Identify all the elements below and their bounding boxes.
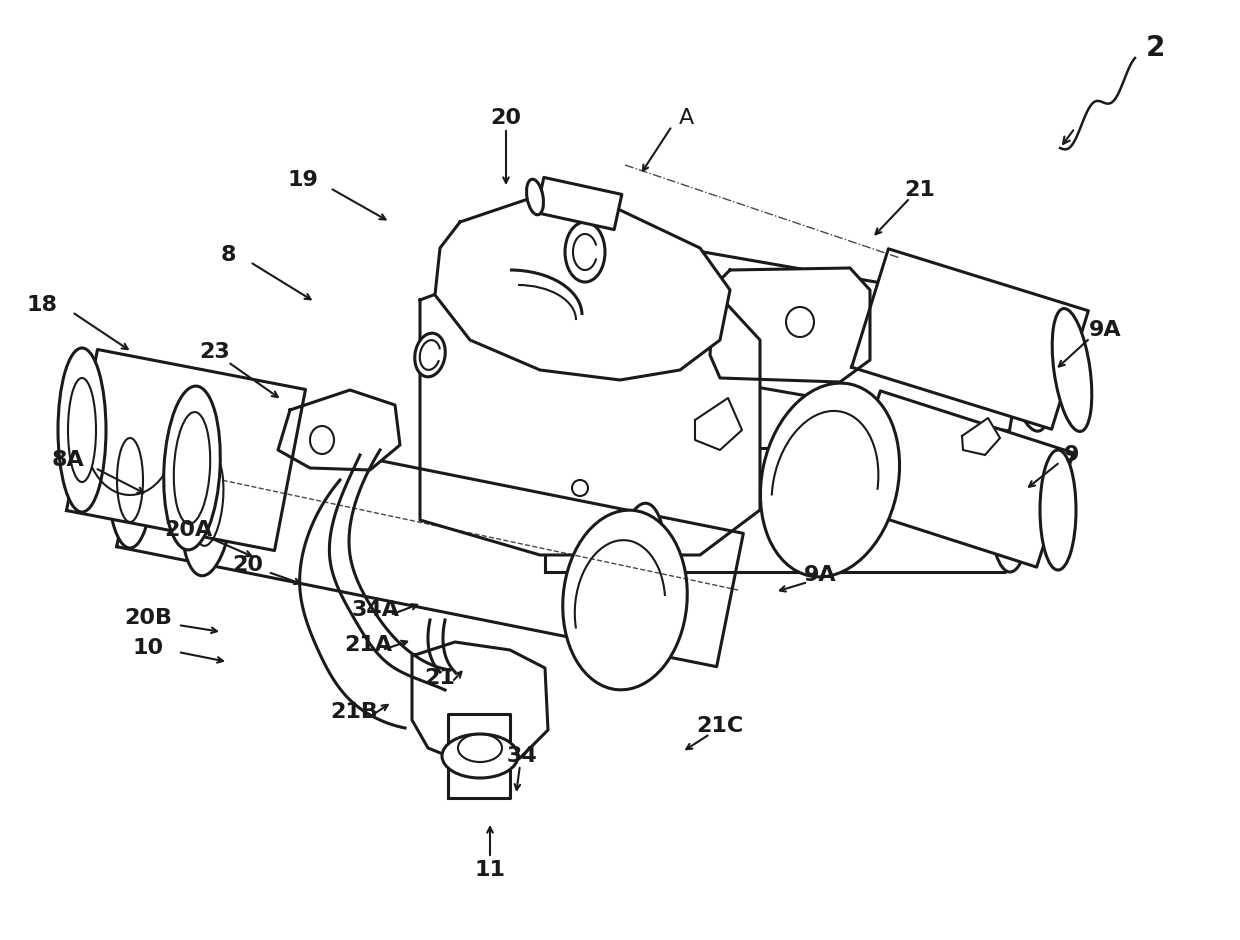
Text: 9A: 9A (804, 565, 836, 585)
Polygon shape (448, 714, 510, 798)
Polygon shape (694, 398, 742, 450)
Text: 21A: 21A (343, 635, 392, 655)
Ellipse shape (572, 480, 588, 496)
Text: 23: 23 (200, 342, 231, 362)
Ellipse shape (164, 386, 221, 550)
Polygon shape (843, 391, 1074, 567)
Text: 8A: 8A (52, 450, 84, 470)
Text: 11: 11 (475, 860, 506, 880)
Polygon shape (546, 448, 1004, 572)
Ellipse shape (563, 510, 687, 690)
Text: 21: 21 (904, 180, 935, 200)
Ellipse shape (68, 378, 95, 482)
Ellipse shape (990, 448, 1030, 572)
Ellipse shape (174, 412, 211, 524)
Text: 19: 19 (288, 170, 319, 190)
Ellipse shape (108, 412, 153, 548)
Ellipse shape (760, 384, 899, 577)
Text: 34: 34 (507, 746, 537, 766)
Ellipse shape (1040, 450, 1076, 570)
Text: 20: 20 (233, 555, 263, 575)
Text: 9: 9 (1064, 445, 1080, 465)
Ellipse shape (441, 734, 518, 778)
Ellipse shape (1006, 309, 1050, 431)
Ellipse shape (786, 307, 813, 337)
Ellipse shape (192, 454, 223, 546)
Ellipse shape (58, 348, 105, 512)
Text: 9A: 9A (1089, 320, 1121, 340)
Text: 20A: 20A (164, 520, 212, 540)
Polygon shape (549, 229, 1030, 431)
Text: 20: 20 (491, 108, 522, 128)
Polygon shape (536, 178, 621, 229)
Text: 8: 8 (221, 245, 236, 265)
Polygon shape (852, 249, 1089, 430)
Ellipse shape (181, 424, 234, 575)
Ellipse shape (1053, 308, 1091, 431)
Text: 2: 2 (1146, 34, 1164, 62)
Polygon shape (711, 268, 870, 382)
Ellipse shape (117, 438, 143, 522)
Ellipse shape (310, 426, 334, 454)
Ellipse shape (565, 222, 605, 282)
Polygon shape (435, 195, 730, 380)
Polygon shape (420, 255, 760, 555)
Text: 10: 10 (133, 638, 164, 658)
Polygon shape (278, 390, 401, 470)
Polygon shape (67, 350, 305, 551)
Ellipse shape (414, 333, 445, 377)
Ellipse shape (527, 180, 543, 214)
Text: 34A: 34A (352, 600, 401, 620)
Text: 20B: 20B (124, 608, 172, 628)
Text: 21B: 21B (330, 702, 378, 722)
Text: A: A (678, 108, 693, 128)
Polygon shape (962, 418, 999, 455)
Polygon shape (117, 414, 743, 666)
Text: 18: 18 (26, 295, 57, 315)
Text: 21C: 21C (697, 716, 744, 736)
Polygon shape (412, 642, 548, 765)
Ellipse shape (614, 503, 666, 647)
Text: 21: 21 (424, 668, 455, 688)
